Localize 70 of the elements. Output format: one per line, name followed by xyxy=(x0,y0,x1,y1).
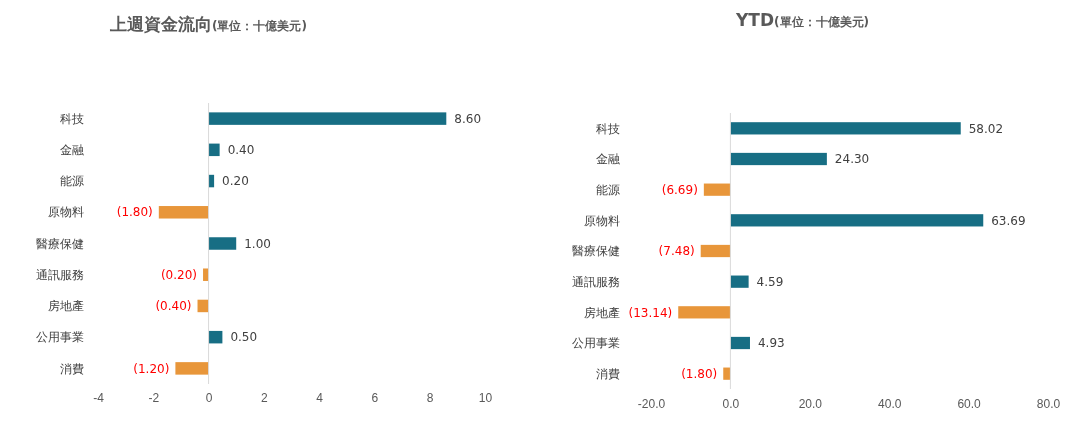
x-tick-label: -2 xyxy=(148,390,160,405)
x-tick-label: 80.0 xyxy=(1036,396,1061,411)
bar xyxy=(730,152,827,166)
chart-title: 上週資金流向 xyxy=(109,14,212,34)
bar xyxy=(700,244,731,258)
bar xyxy=(175,362,209,375)
y-tick-label: 消費 xyxy=(596,366,620,381)
data-label: 63.69 xyxy=(991,213,1026,228)
chart-subtitle: (單位：十億美元) xyxy=(774,15,869,29)
y-tick-label: 公用事業 xyxy=(36,330,84,345)
data-label: 24.30 xyxy=(834,152,870,167)
bar xyxy=(723,367,731,380)
x-tick-label: 10 xyxy=(478,390,493,405)
data-label: 4.59 xyxy=(756,274,784,289)
data-label: (1.80) xyxy=(116,205,153,220)
bar xyxy=(703,183,731,196)
bar xyxy=(208,143,220,157)
y-tick-label: 能源 xyxy=(60,174,84,189)
y-tick-label: 原物料 xyxy=(48,205,84,220)
x-tick-label: 20.0 xyxy=(798,396,823,411)
data-label: (0.20) xyxy=(160,267,198,282)
y-tick-label: 通訊服務 xyxy=(572,274,620,289)
data-label: 0.20 xyxy=(222,174,249,189)
x-tick-label: 6 xyxy=(371,390,379,405)
bar xyxy=(730,275,749,288)
y-tick-label: 房地產 xyxy=(584,305,620,320)
data-label: 0.50 xyxy=(230,330,258,345)
y-tick-label: 科技 xyxy=(596,121,620,136)
y-tick-label: 醫療保健 xyxy=(572,244,620,259)
data-label: (6.69) xyxy=(661,182,698,197)
bar xyxy=(678,306,731,319)
x-tick-label: -20.0 xyxy=(637,396,666,411)
data-label: 8.60 xyxy=(454,111,482,126)
x-tick-label: 0 xyxy=(205,390,213,405)
chart-title: YTD xyxy=(735,10,775,30)
x-tick-label: 2 xyxy=(261,390,269,405)
data-label: (13.14) xyxy=(628,305,673,320)
x-tick-label: 8 xyxy=(426,390,434,405)
y-tick-label: 通訊服務 xyxy=(36,267,84,282)
y-tick-label: 公用事業 xyxy=(572,336,620,351)
chart-subtitle: (單位：十億美元) xyxy=(212,19,307,33)
x-tick-label: 0.0 xyxy=(722,396,740,411)
data-label: 58.02 xyxy=(968,121,1004,136)
bar xyxy=(208,112,447,125)
x-tick-label: 40.0 xyxy=(878,396,902,411)
y-tick-label: 金融 xyxy=(596,152,620,167)
bar xyxy=(730,214,984,227)
y-tick-label: 能源 xyxy=(596,182,620,197)
y-tick-label: 醫療保健 xyxy=(36,236,84,251)
bar xyxy=(158,206,209,219)
data-label: (7.48) xyxy=(658,244,695,259)
x-tick-label: 4 xyxy=(316,390,324,405)
bar xyxy=(208,237,237,250)
y-tick-label: 金融 xyxy=(60,143,84,158)
data-label: 4.93 xyxy=(757,336,785,351)
bar xyxy=(730,336,750,350)
bar xyxy=(730,122,961,135)
data-label: (1.80) xyxy=(681,366,718,381)
data-label: (0.40) xyxy=(155,299,192,314)
data-label: 0.40 xyxy=(227,143,255,158)
x-tick-label: -4 xyxy=(93,390,105,405)
data-label: 1.00 xyxy=(244,236,271,251)
data-label: (1.20) xyxy=(133,361,170,376)
y-tick-label: 原物料 xyxy=(584,213,620,228)
y-tick-label: 消費 xyxy=(60,361,84,376)
bar xyxy=(203,268,209,281)
x-tick-label: 60.0 xyxy=(957,396,982,411)
y-tick-label: 房地產 xyxy=(48,299,84,314)
bar xyxy=(208,330,223,344)
y-tick-label: 科技 xyxy=(60,111,84,126)
